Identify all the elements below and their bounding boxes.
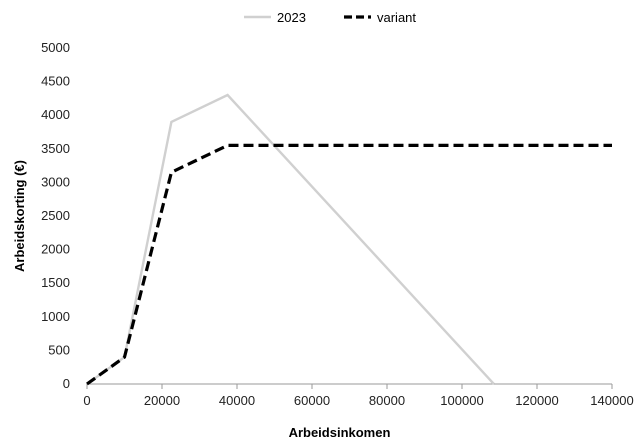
y-tick-label: 1000 — [41, 309, 70, 324]
x-tick-label: 80000 — [369, 393, 405, 408]
y-tick-label: 2000 — [41, 242, 70, 257]
y-tick-label: 500 — [48, 342, 70, 357]
y-tick-label: 0 — [63, 376, 70, 391]
x-axis-label: Arbeidsinkomen — [289, 425, 391, 440]
y-tick-label: 4000 — [41, 107, 70, 122]
y-tick-label: 3500 — [41, 141, 70, 156]
x-tick-label: 140000 — [590, 393, 633, 408]
x-axis-ticks: 0 20000 40000 60000 80000 100000 120000 140000 — [83, 384, 634, 408]
x-tick-label: 0 — [83, 393, 90, 408]
series-line-2023 — [86, 93, 495, 385]
x-tick-label: 20000 — [144, 393, 180, 408]
legend-label-2023: 2023 — [277, 10, 306, 25]
series-line-variant — [86, 143, 612, 386]
y-tick-label: 5000 — [41, 40, 70, 55]
x-tick-label: 60000 — [294, 393, 330, 408]
y-tick-label: 3000 — [41, 174, 70, 189]
y-axis-ticks: 0 500 1000 1500 2000 2500 3000 3500 4000 4500 5000 — [41, 40, 70, 391]
x-tick-label: 120000 — [515, 393, 558, 408]
y-tick-label: 4500 — [41, 74, 70, 89]
x-tick-label: 100000 — [440, 393, 483, 408]
series-layer — [86, 93, 612, 386]
y-tick-label: 2500 — [41, 208, 70, 223]
x-tick-label: 40000 — [219, 393, 255, 408]
legend: 2023 variant — [244, 10, 416, 25]
legend-label-variant: variant — [377, 10, 416, 25]
y-tick-label: 1500 — [41, 275, 70, 290]
y-axis-label: Arbeidskorting (€) — [12, 160, 27, 272]
